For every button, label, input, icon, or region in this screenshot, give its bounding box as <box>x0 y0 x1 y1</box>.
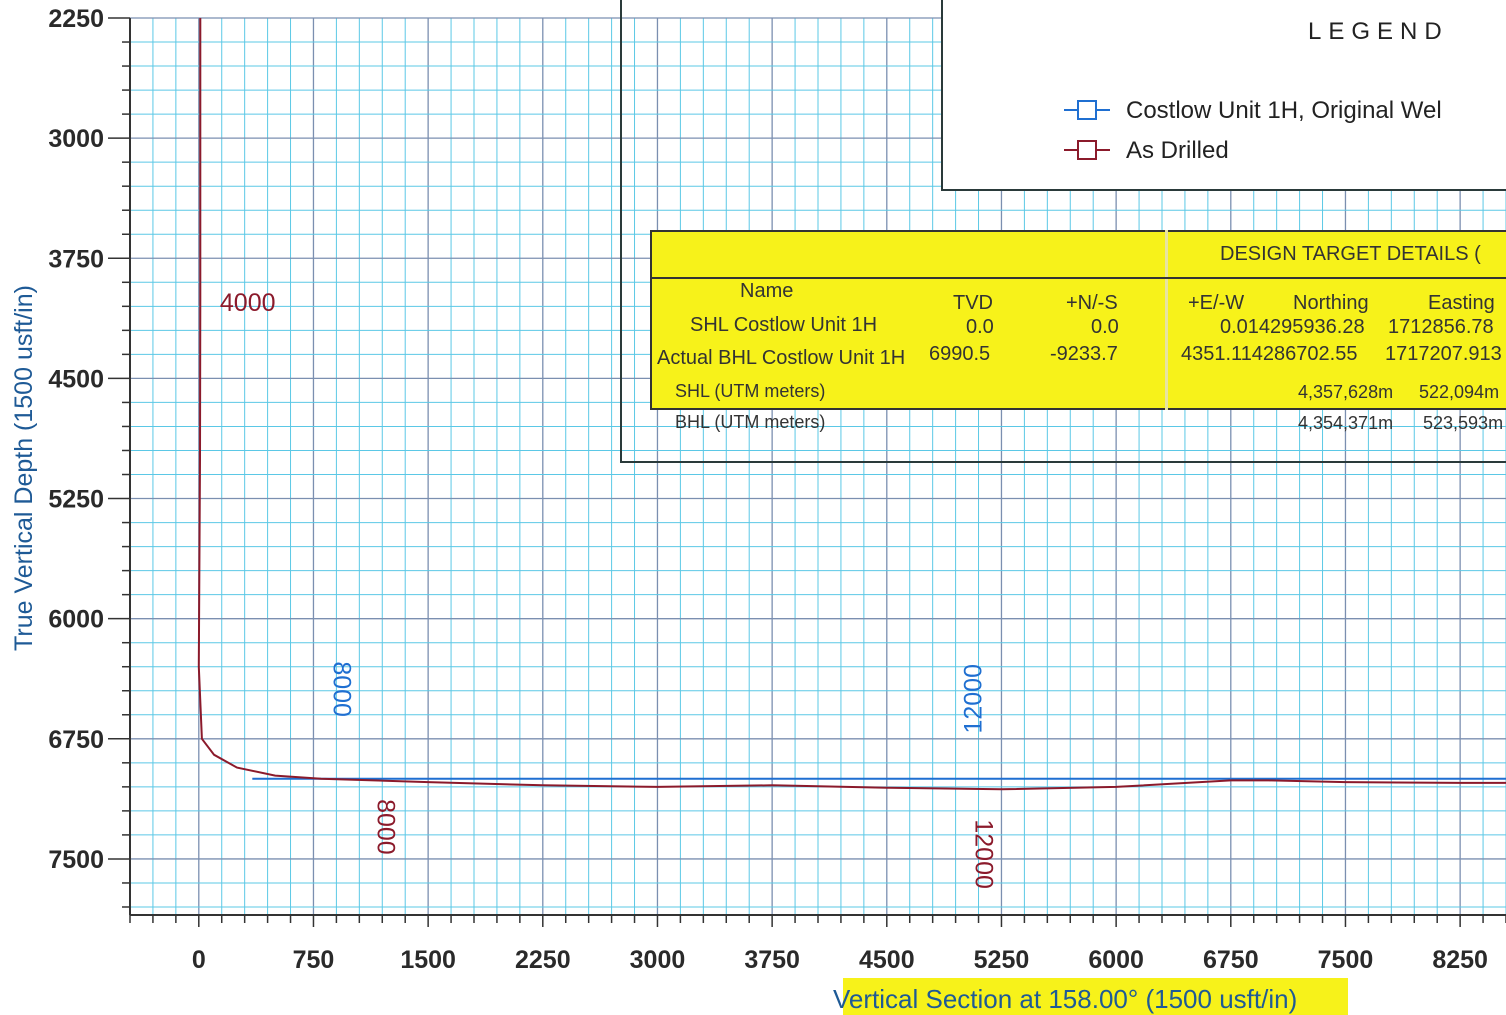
annotations: 4000 8000 8000 12000 12000 <box>220 289 998 889</box>
y-tick-label: 4500 <box>48 365 104 393</box>
utm-shl-northing: 4,357,628m <box>1298 382 1394 402</box>
x-tick-label: 7500 <box>1318 946 1374 974</box>
legend-drilled-swatch-icon <box>1064 140 1110 160</box>
y-tick-label: 6750 <box>48 726 104 754</box>
row-shl-easting: 1712856.78 <box>1388 316 1494 338</box>
utm-shl-label: SHL (UTM meters) <box>675 381 826 401</box>
x-tick-label: 6000 <box>1088 946 1144 974</box>
utm-bhl-label: BHL (UTM meters) <box>675 412 826 432</box>
y-tick-label: 6000 <box>48 606 104 634</box>
row-bhl-tvd: 6990.5 <box>929 343 991 365</box>
depth-marker-label: 8000 <box>327 661 355 717</box>
depth-marker-label: 4000 <box>220 289 276 317</box>
legend-plan-swatch-icon <box>1064 100 1110 120</box>
x-tick-label: 3750 <box>744 946 800 974</box>
utm-bhl-northing: 4,354,371m <box>1298 413 1394 433</box>
x-tick-label: 8250 <box>1432 946 1488 974</box>
row-shl-tvd: 0.0 <box>966 316 994 338</box>
row-bhl-easting: 1717207.913 <box>1385 343 1502 365</box>
legend-item-plan: Costlow Unit 1H, Original Wel <box>1064 97 1442 125</box>
y-tick-label: 5250 <box>48 486 104 514</box>
col-northing: Northing <box>1293 292 1369 314</box>
row-shl-ns: 0.0 <box>1091 316 1119 338</box>
y-tick-label: 3000 <box>48 125 104 153</box>
legend-drilled-label: As Drilled <box>1126 137 1229 164</box>
col-ew: +E/-W <box>1188 292 1245 314</box>
x-tick-label: 3000 <box>630 946 686 974</box>
y-tick-label: 7500 <box>48 846 104 874</box>
legend-plan-label: Costlow Unit 1H, Original Wel <box>1126 97 1442 124</box>
x-tick-label: 750 <box>293 946 335 974</box>
table-highlight <box>650 230 1506 410</box>
row-bhl-ns: -9233.7 <box>1050 343 1118 365</box>
x-tick-label: 1500 <box>400 946 456 974</box>
x-tick-label: 5250 <box>974 946 1030 974</box>
x-tick-label: 0 <box>192 946 206 974</box>
row-bhl-ew: 4351.114286702.55 <box>1181 343 1358 365</box>
x-tick-label: 2250 <box>515 946 571 974</box>
utm-bhl-easting: 523,593m <box>1423 413 1504 433</box>
table-divider <box>1165 230 1168 410</box>
row-shl-ew: 0.014295936.28 <box>1220 316 1365 338</box>
legend-title: LEGEND <box>1308 18 1449 45</box>
table-header: DESIGN TARGET DETAILS ( <box>1220 243 1481 265</box>
depth-marker-label: 8000 <box>372 799 400 855</box>
utm-shl-easting: 522,094m <box>1419 382 1500 402</box>
axes <box>108 17 1506 927</box>
header-rule <box>650 277 1506 279</box>
x-tick-label: 6750 <box>1203 946 1259 974</box>
row-bhl-name: Actual BHL Costlow Unit 1H <box>657 347 906 369</box>
row-shl-name: SHL Costlow Unit 1H <box>690 314 878 336</box>
legend: LEGEND Costlow Unit 1H, Original Wel As … <box>941 0 1506 191</box>
series <box>197 18 1506 791</box>
x-axis-label-highlight <box>843 978 1348 1015</box>
col-easting: Easting <box>1428 292 1495 314</box>
x-tick-label: 4500 <box>859 946 915 974</box>
col-tvd: TVD <box>953 292 993 314</box>
depth-marker-label: 12000 <box>960 664 988 734</box>
y-axis-label: True Vertical Depth (1500 usft/in) <box>10 285 38 651</box>
y-tick-label: 2250 <box>48 5 104 33</box>
tick-labels: 0 750 1500 2250 3000 3750 4500 5250 6000 6750 7500… <box>48 5 1488 974</box>
col-ns: +N/-S <box>1066 292 1118 314</box>
depth-marker-label: 12000 <box>969 819 997 889</box>
y-tick-label: 3750 <box>48 245 104 273</box>
col-name: Name <box>740 280 794 302</box>
series-drilled-line <box>197 18 1506 791</box>
x-axis-label: Vertical Section at 158.00° (1500 usft/i… <box>833 984 1298 1014</box>
legend-item-drilled: As Drilled <box>1064 137 1229 165</box>
